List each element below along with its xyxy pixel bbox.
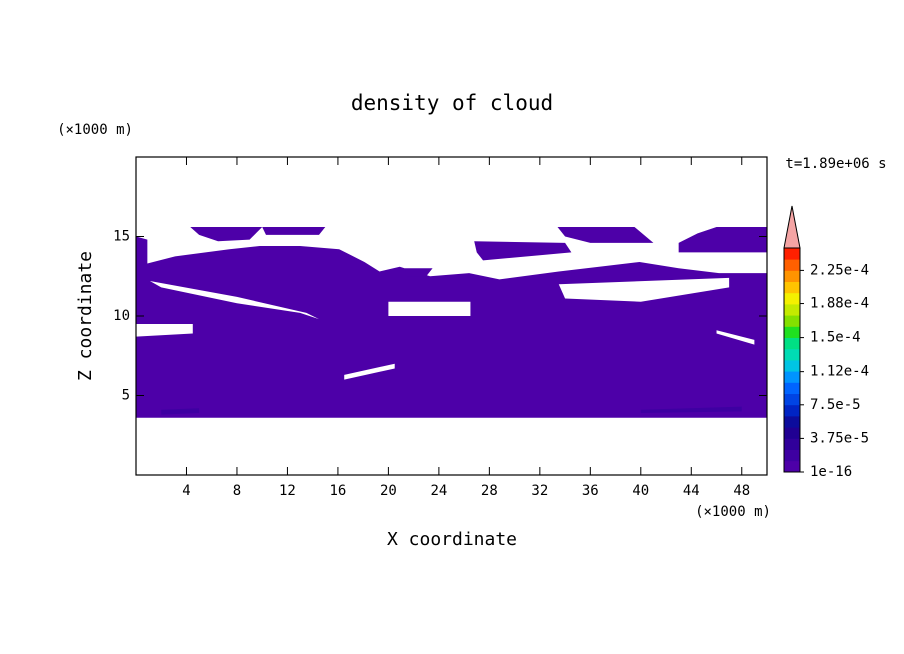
x-tick-label: 16 bbox=[329, 483, 346, 499]
y-tick-label: 5 bbox=[122, 388, 130, 404]
colorbar-band bbox=[784, 427, 800, 439]
contour-region bbox=[640, 406, 742, 413]
colorbar-band bbox=[784, 326, 800, 338]
x-tick-label: 8 bbox=[233, 483, 241, 499]
x-tick-label: 4 bbox=[182, 483, 190, 499]
colorbar-band bbox=[784, 371, 800, 383]
colorbar-tick-label: 1.12e-4 bbox=[810, 364, 869, 380]
y-tick-label: 10 bbox=[113, 308, 130, 324]
colorbar-band bbox=[784, 404, 800, 417]
colorbar-extend bbox=[783, 205, 801, 249]
x-tick-label: 28 bbox=[481, 483, 498, 499]
x-tick-label: 36 bbox=[582, 483, 599, 499]
x-tick-label: 32 bbox=[531, 483, 548, 499]
y-axis-title: Z coordinate bbox=[75, 251, 96, 381]
colorbar-band bbox=[784, 259, 800, 271]
x-tick-label: 24 bbox=[430, 483, 447, 499]
contour-region bbox=[474, 241, 572, 261]
colorbar-band bbox=[784, 460, 800, 473]
colorbar-frame bbox=[783, 247, 801, 473]
colorbar-tick-label: 7.5e-5 bbox=[810, 397, 861, 413]
x-unit: (×1000 m) bbox=[695, 504, 771, 520]
contour-region bbox=[716, 330, 755, 345]
colorbar-band bbox=[784, 304, 800, 316]
colorbar-band bbox=[784, 360, 800, 372]
contour-region bbox=[388, 301, 471, 316]
contour-region bbox=[344, 363, 395, 380]
contour-region bbox=[678, 226, 767, 253]
colorbar-tick-label: 1e-16 bbox=[810, 464, 852, 480]
x-tick-label: 12 bbox=[279, 483, 296, 499]
contour-region bbox=[149, 281, 319, 320]
colorbar-band bbox=[784, 449, 800, 462]
x-tick-label: 44 bbox=[683, 483, 700, 499]
colorbar-band bbox=[784, 315, 800, 327]
colorbar-band bbox=[784, 382, 800, 394]
x-tick-label: 48 bbox=[733, 483, 750, 499]
contour-region bbox=[262, 226, 326, 235]
colorbar-band bbox=[784, 393, 800, 406]
contour-region bbox=[136, 236, 767, 418]
colorbar-tick-label: 2.25e-4 bbox=[810, 262, 869, 278]
colorbar-band bbox=[784, 281, 800, 294]
contour-region bbox=[190, 226, 263, 242]
colorbar-band bbox=[784, 438, 800, 450]
colorbar-band bbox=[784, 248, 800, 260]
x-tick-label: 40 bbox=[632, 483, 649, 499]
x-tick-label: 20 bbox=[380, 483, 397, 499]
contour-region bbox=[557, 226, 654, 243]
colorbar-tick-label: 1.88e-4 bbox=[810, 296, 869, 312]
contour-region bbox=[136, 323, 193, 337]
time-label: t=1.89e+06 s bbox=[785, 156, 886, 172]
contour-region bbox=[161, 408, 200, 415]
y-tick-label: 15 bbox=[113, 229, 130, 245]
colorbar-band bbox=[784, 337, 800, 350]
contour-region bbox=[558, 277, 730, 302]
contour-region bbox=[404, 268, 433, 277]
colorbar-band bbox=[784, 416, 800, 428]
chart-title: density of cloud bbox=[351, 91, 553, 115]
colorbar-tick-label: 1.5e-4 bbox=[810, 330, 861, 346]
colorbar-band bbox=[784, 292, 800, 305]
x-axis-title: X coordinate bbox=[387, 529, 517, 550]
colorbar-band bbox=[784, 348, 800, 361]
y-unit: (×1000 m) bbox=[57, 122, 133, 138]
colorbar-band bbox=[784, 270, 800, 282]
colorbar-tick-label: 3.75e-5 bbox=[810, 430, 869, 446]
